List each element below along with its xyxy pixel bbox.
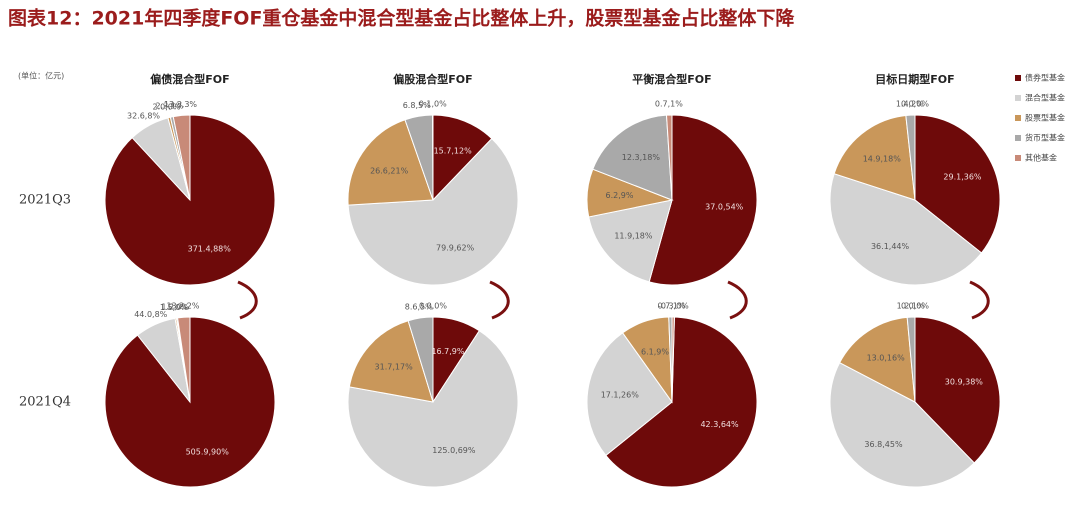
legend-label: 混合型基金 bbox=[1025, 93, 1065, 103]
legend-label: 其他基金 bbox=[1025, 153, 1057, 163]
data-label: 125.0,69% bbox=[432, 446, 476, 455]
data-label: 36.1,44% bbox=[871, 242, 910, 251]
data-label: 0.7,1% bbox=[655, 100, 683, 109]
pie-slice bbox=[605, 316, 758, 488]
pie-slice bbox=[348, 320, 434, 403]
data-label: 42.3,64% bbox=[700, 420, 739, 429]
data-label: 37.0,54% bbox=[705, 203, 744, 212]
legend-swatch bbox=[1015, 95, 1021, 101]
data-label: 32.6,8% bbox=[127, 111, 160, 120]
data-label: 371.4,88% bbox=[188, 245, 232, 254]
data-label: 26.6,21% bbox=[370, 166, 409, 175]
data-label: 1.5,0% bbox=[160, 303, 188, 312]
arrow bbox=[727, 280, 748, 320]
pie-slice bbox=[347, 330, 519, 488]
pie-slice bbox=[586, 332, 673, 457]
data-label: 0.0,0% bbox=[901, 99, 929, 108]
data-label: 6.2,9% bbox=[606, 191, 634, 200]
pie-slice bbox=[588, 199, 673, 283]
data-label: 6.1,9% bbox=[641, 348, 669, 357]
legend-swatch bbox=[1015, 135, 1021, 141]
data-label: 13.2,2% bbox=[166, 302, 199, 311]
pie-slice bbox=[347, 119, 434, 206]
data-label: 16.7,9% bbox=[431, 347, 464, 356]
data-label: 14.9,18% bbox=[863, 155, 902, 164]
data-label: 0.7,1% bbox=[658, 301, 686, 310]
pie-slice bbox=[838, 316, 916, 403]
arrow bbox=[489, 280, 510, 320]
data-label: 15.7,12% bbox=[434, 147, 473, 156]
data-label: 1.4,2% bbox=[896, 100, 924, 109]
pie-slice bbox=[665, 114, 673, 201]
pie-slice bbox=[177, 316, 191, 403]
pie-slice bbox=[833, 114, 916, 201]
legend-label: 债券型基金 bbox=[1025, 73, 1065, 83]
pie-slice bbox=[914, 316, 1001, 464]
pie-slice bbox=[648, 114, 758, 286]
unit-label: (单位：亿元) bbox=[18, 71, 64, 81]
column-title: 偏股混合型FOF bbox=[393, 72, 472, 86]
arrow bbox=[969, 280, 990, 320]
data-label: 1.2,1% bbox=[897, 302, 925, 311]
data-label: 17.1,26% bbox=[601, 390, 640, 399]
row-label: 2021Q3 bbox=[19, 193, 71, 208]
data-label: 44.0,8% bbox=[134, 310, 167, 319]
legend-label: 货币型基金 bbox=[1025, 133, 1065, 143]
data-label: 0.0,0% bbox=[901, 301, 929, 310]
pie-slice bbox=[829, 361, 975, 488]
data-label: 79.9,62% bbox=[436, 243, 475, 252]
data-label: 29.1,36% bbox=[943, 173, 982, 182]
chart-title: 图表12：2021年四季度FOF重仓基金中混合型基金占比整体上升，股票型基金占比… bbox=[8, 7, 795, 30]
data-label: 8.6,5% bbox=[405, 303, 433, 312]
data-label: 36.8,45% bbox=[864, 440, 903, 449]
pie-slice bbox=[172, 114, 191, 201]
data-label: 12.3,18% bbox=[622, 153, 661, 162]
legend-swatch bbox=[1015, 155, 1021, 161]
pie-slice bbox=[592, 114, 673, 201]
pie-slice bbox=[914, 114, 1001, 254]
data-label: 6.8,5% bbox=[403, 101, 431, 110]
legend-swatch bbox=[1015, 115, 1021, 121]
data-label: 505.9,90% bbox=[186, 447, 230, 456]
arrows bbox=[237, 280, 990, 320]
pie-slice bbox=[347, 137, 519, 286]
legend-label: 股票型基金 bbox=[1025, 113, 1065, 123]
data-label: 0.1,0% bbox=[419, 99, 447, 108]
data-label: -0.3,0% bbox=[658, 301, 689, 310]
data-label: 0.0,0% bbox=[419, 301, 447, 310]
column-title: 目标日期型FOF bbox=[875, 72, 954, 86]
pie-slice bbox=[671, 316, 675, 403]
data-label: 31.7,17% bbox=[375, 362, 414, 371]
data-label: 11.9,18% bbox=[614, 231, 653, 240]
row-label: 2021Q4 bbox=[19, 395, 71, 410]
pie-slice bbox=[432, 114, 493, 202]
data-label: 2.3,1% bbox=[155, 102, 183, 111]
pie-slice bbox=[829, 173, 983, 286]
data-label: 30.9,38% bbox=[945, 378, 984, 387]
arrow bbox=[237, 280, 258, 320]
column-title: 平衡混合型FOF bbox=[632, 72, 711, 86]
column-title: 偏债混合型FOF bbox=[150, 72, 229, 86]
data-label: 13.0,16% bbox=[867, 354, 906, 363]
data-label: 1.2,0% bbox=[161, 303, 189, 312]
data-label: 13.3,3% bbox=[164, 100, 197, 109]
data-label: 2.0,0% bbox=[152, 102, 180, 111]
legend-swatch bbox=[1015, 75, 1021, 81]
